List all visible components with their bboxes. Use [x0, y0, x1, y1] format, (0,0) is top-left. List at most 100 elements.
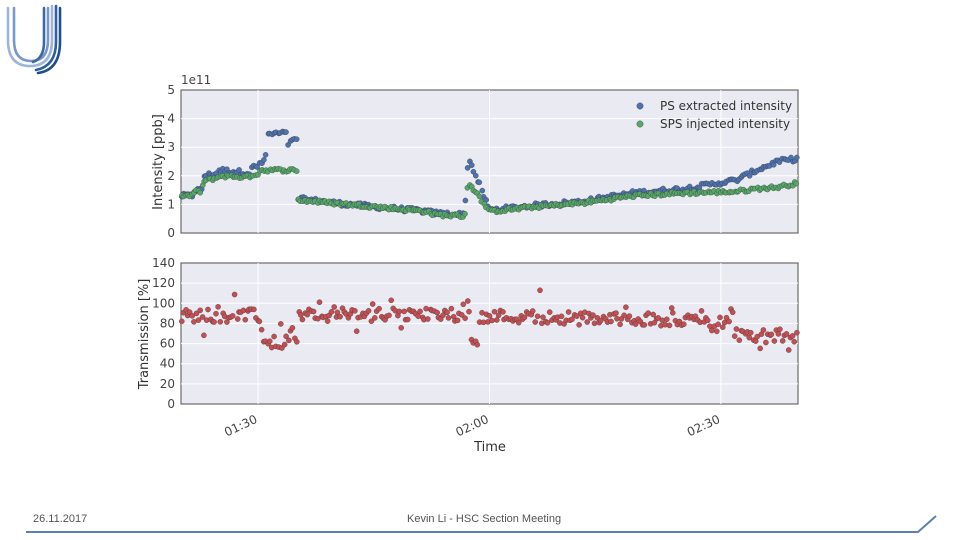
data-point: [670, 310, 676, 316]
data-point: [645, 310, 651, 316]
data-point: [668, 305, 675, 311]
data-point: [537, 287, 543, 294]
data-point: [417, 308, 423, 315]
data-point: [285, 142, 291, 148]
data-point: [331, 304, 337, 310]
data-point: [445, 315, 452, 321]
data-point: [286, 337, 292, 344]
data-point: [617, 321, 623, 328]
data-point: [454, 317, 461, 324]
data-point: [779, 338, 786, 344]
y-tick-label: 20: [160, 377, 175, 391]
footer-date: 26.11.2017: [33, 513, 88, 525]
data-point: [369, 301, 376, 307]
data-point: [401, 308, 407, 315]
data-point: [491, 308, 498, 315]
data-point: [746, 173, 753, 179]
data-point: [271, 333, 277, 340]
data-point: [261, 157, 267, 163]
data-point: [376, 305, 382, 312]
x-tick-label: 02:30: [685, 412, 722, 439]
data-point: [423, 305, 429, 312]
data-point: [757, 345, 763, 352]
data-point: [353, 328, 360, 334]
data-point: [251, 306, 257, 313]
data-point: [715, 321, 721, 328]
data-point: [193, 310, 200, 317]
data-point: [763, 339, 769, 346]
data-point: [794, 329, 800, 336]
data-point: [574, 313, 580, 319]
intensity-legend: PS extracted intensity SPS injected inte…: [636, 99, 792, 131]
data-point: [576, 322, 582, 328]
data-point: [328, 309, 335, 315]
data-point: [234, 316, 241, 322]
data-point: [783, 331, 790, 337]
data-point: [777, 326, 783, 332]
data-point: [229, 313, 236, 319]
data-point: [199, 314, 206, 320]
data-point: [469, 162, 475, 168]
data-point: [495, 312, 502, 319]
data-point: [464, 165, 471, 171]
data-point: [584, 319, 590, 325]
data-point: [294, 339, 300, 345]
data-point: [179, 318, 185, 325]
university-logo: [6, 4, 62, 75]
y-tick-label: 40: [160, 357, 175, 371]
data-point: [794, 154, 800, 161]
data-point: [205, 306, 211, 313]
data-point: [791, 338, 797, 345]
data-point: [240, 307, 247, 314]
data-point: [754, 333, 760, 340]
data-point: [726, 318, 732, 325]
data-point: [289, 325, 296, 331]
data-point: [650, 311, 656, 318]
data-point: [489, 317, 495, 324]
y-tick-label: 5: [167, 83, 175, 97]
data-point: [256, 318, 263, 325]
data-point: [368, 318, 375, 324]
data-point: [641, 322, 648, 328]
data-point: [278, 321, 284, 327]
data-point: [500, 309, 506, 315]
data-point: [486, 313, 493, 319]
data-point: [283, 333, 289, 340]
data-point: [613, 310, 619, 316]
legend-label-ps: PS extracted intensity: [660, 99, 792, 113]
data-point: [293, 136, 300, 142]
transmission-y-axis-label: Transmission [%]: [137, 279, 152, 391]
data-point: [494, 317, 500, 323]
footer-divider: [26, 531, 916, 533]
data-point: [681, 321, 687, 327]
data-point: [465, 298, 471, 304]
data-point: [388, 297, 394, 304]
legend-marker-ps: [636, 102, 644, 110]
data-point: [404, 316, 411, 323]
data-point: [470, 168, 477, 175]
data-point: [386, 312, 392, 319]
data-point: [242, 316, 249, 323]
y-tick-label: 120: [152, 276, 175, 290]
data-point: [211, 319, 217, 325]
data-point: [565, 309, 572, 315]
data-point: [201, 332, 207, 339]
data-point: [666, 322, 673, 329]
data-point: [608, 318, 614, 325]
data-point: [299, 316, 306, 323]
data-point: [191, 319, 197, 325]
y-tick-label: 0: [167, 226, 175, 240]
data-point: [474, 341, 481, 348]
data-point: [558, 313, 565, 320]
data-point: [372, 315, 378, 321]
data-point: [283, 129, 289, 135]
y-tick-label: 100: [152, 296, 175, 310]
data-point: [597, 317, 604, 324]
data-point: [785, 347, 792, 353]
y-tick-label: 0: [167, 397, 175, 411]
data-point: [462, 197, 469, 204]
data-point: [316, 299, 323, 305]
data-point: [462, 315, 468, 321]
data-point: [365, 308, 372, 314]
data-point: [444, 309, 450, 316]
